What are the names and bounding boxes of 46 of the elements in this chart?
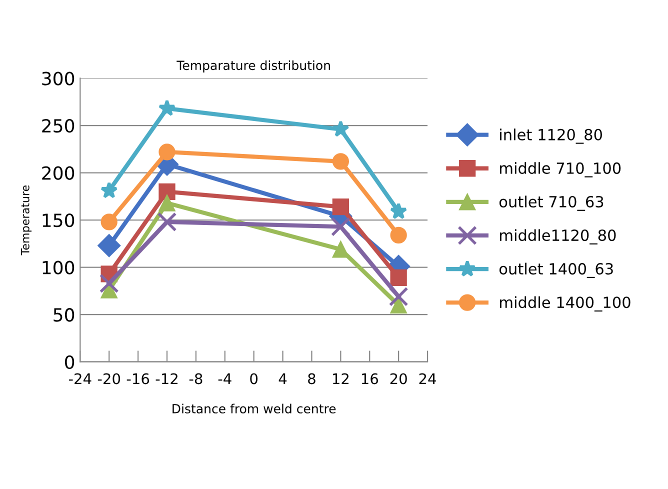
point	[99, 274, 119, 294]
x-tick-label: 24	[419, 373, 436, 384]
x-tick-label: -4	[218, 373, 232, 384]
point	[158, 194, 176, 212]
y-tick-label: 50	[54, 308, 74, 322]
y-tick-label: 100	[42, 260, 74, 274]
x-tick-label: 4	[278, 373, 287, 384]
point	[390, 202, 408, 220]
legend-label: middle1120_80	[500, 229, 616, 244]
point	[332, 153, 350, 170]
point	[158, 183, 176, 200]
y-axis-title: Temperature	[21, 185, 32, 256]
point	[157, 212, 177, 232]
y-tick-label: 150	[42, 214, 74, 228]
point	[332, 198, 350, 216]
legend-label: middle 1400_100	[500, 296, 630, 312]
y-tick-label: 0	[65, 355, 74, 369]
point	[158, 144, 176, 160]
x-tick-label: 12	[333, 373, 348, 384]
x-tick-label: 16	[362, 373, 378, 384]
point	[100, 214, 118, 230]
chart-title: Temparature distribution	[176, 60, 330, 73]
legend-label: middle 710_100	[500, 162, 621, 178]
legend-label: outlet 710_63	[499, 196, 604, 211]
point	[100, 182, 118, 198]
x-tick-label: -12	[156, 373, 178, 384]
x-tick-label: 8	[308, 373, 316, 384]
x-tick-label: -24	[68, 373, 92, 384]
x-tick-label: -20	[98, 373, 120, 384]
x-tick-label: 20	[390, 373, 407, 384]
point	[98, 234, 121, 258]
x-tick-label: -8	[189, 373, 202, 384]
point	[332, 120, 350, 137]
y-tick-label: 300	[42, 72, 74, 86]
y-tick-label: 250	[42, 118, 74, 133]
x-tick-label: 0	[250, 373, 258, 384]
point	[158, 99, 176, 116]
legend-label: outlet 1400_63	[499, 262, 613, 278]
point	[390, 226, 407, 244]
y-tick-label: 200	[42, 166, 74, 180]
legend-label: inlet 1120_80	[500, 128, 602, 144]
point	[390, 269, 407, 286]
x-tick-label: -16	[126, 373, 150, 384]
point	[330, 216, 350, 236]
x-axis-title: Distance from weld centre	[172, 404, 336, 414]
point	[388, 286, 408, 306]
